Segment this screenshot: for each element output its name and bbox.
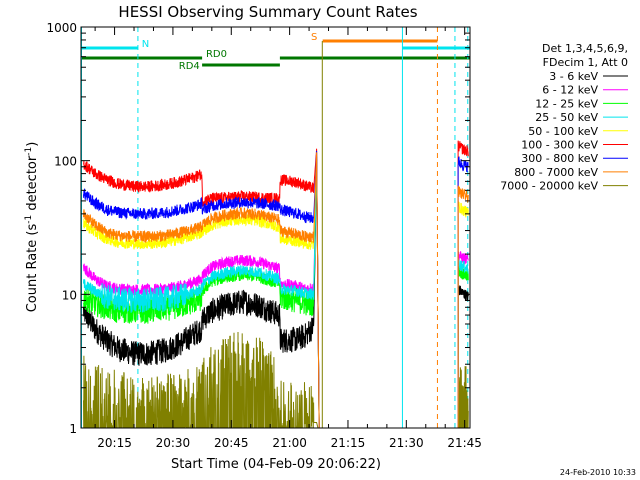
legend-entry-label: 7000 - 20000 keV <box>500 180 598 193</box>
series-lines <box>83 41 469 428</box>
legend-entry-label: 6 - 12 keV <box>542 84 598 97</box>
x-tick-label: 20:15 <box>97 436 132 450</box>
y-axis-label: Count Rate (s-1 detector-1) <box>24 142 40 313</box>
legend-entry-label: 300 - 800 keV <box>521 152 598 165</box>
legend-entry-label: 800 - 7000 keV <box>514 166 598 179</box>
legend: Det 1,3,4,5,6,9, FDecim 1, Att 0 3 - 6 k… <box>500 42 628 193</box>
x-tick-label: 21:30 <box>389 436 424 450</box>
series-line-main <box>83 152 320 428</box>
y-tick-label: 10 <box>62 288 77 302</box>
series-line-tail <box>457 285 469 428</box>
flag-label-rd0: RD0 <box>206 49 227 60</box>
y-tick-label: 1 <box>69 422 77 436</box>
x-axis-label: Start Time (04-Feb-09 20:06:22) <box>171 457 381 472</box>
flag-bars: N S RD0 RD4 <box>81 32 470 72</box>
plot-frame <box>80 26 471 429</box>
legend-line1: Det 1,3,4,5,6,9, <box>542 42 628 55</box>
legend-entry-label: 3 - 6 keV <box>549 70 598 83</box>
flag-label-s: S <box>311 32 317 43</box>
series-line-tail <box>457 366 469 428</box>
series-line-tail <box>457 140 469 428</box>
series-line-tail <box>457 156 469 428</box>
series-line-main <box>83 158 320 428</box>
series-line-tail <box>457 185 469 428</box>
legend-line2: FDecim 1, Att 0 <box>543 56 628 69</box>
x-tick-label: 21:15 <box>331 436 366 450</box>
x-tick-label: 21:45 <box>447 436 482 450</box>
footer-date: 24-Feb-2010 10:33 <box>560 468 636 477</box>
legend-entry-label: 100 - 300 keV <box>521 139 598 152</box>
series-line-main <box>83 150 320 428</box>
series-line-main <box>83 156 320 428</box>
axis-ticks: 20:15 20:30 20:45 21:00 21:15 21:30 21:45 1 10 10… <box>46 21 482 450</box>
legend-entry-label: 12 - 25 keV <box>535 97 598 110</box>
chart-title: HESSI Observing Summary Count Rates <box>118 3 417 21</box>
flag-label-n: N <box>142 39 149 50</box>
series-line-tail <box>457 251 469 428</box>
x-tick-label: 21:00 <box>272 436 307 450</box>
legend-entry-label: 50 - 100 keV <box>528 125 598 138</box>
x-tick-label: 20:45 <box>214 436 249 450</box>
vertical-markers <box>81 27 469 428</box>
series-line-tail <box>457 201 469 428</box>
series-line-tail <box>457 266 469 428</box>
x-tick-label: 20:30 <box>156 436 191 450</box>
y-tick-label: 1000 <box>46 21 77 35</box>
series-line-tail <box>457 258 469 428</box>
flag-label-rd4: RD4 <box>179 61 200 72</box>
legend-entry-label: 25 - 50 keV <box>535 111 598 124</box>
y-tick-label: 100 <box>54 155 77 169</box>
series-line-main <box>83 331 319 428</box>
